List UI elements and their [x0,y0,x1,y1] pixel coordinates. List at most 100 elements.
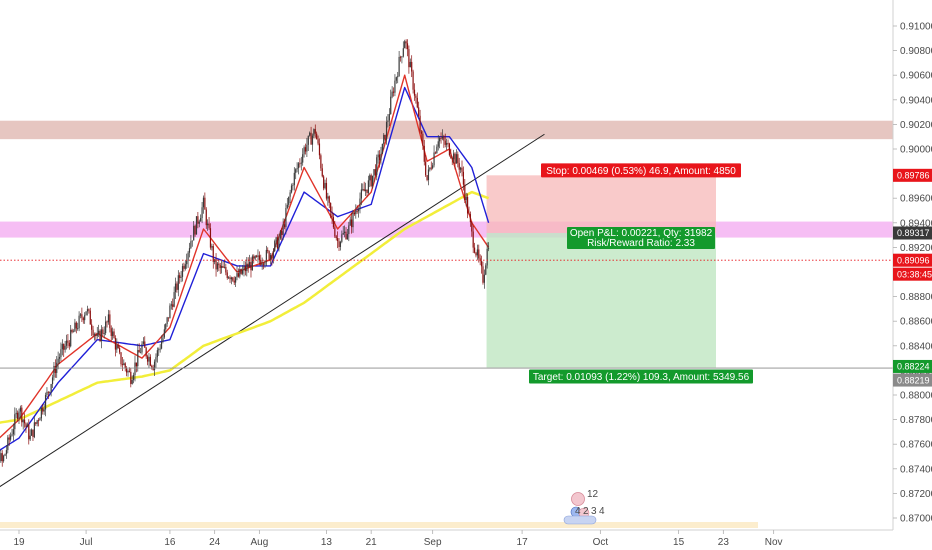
position-labels-layer: Stop: 0.00469 (0.53%) 46.9, Amount: 4850… [529,163,753,384]
candle-body [446,142,448,145]
candle-body [144,341,146,348]
candle-body [395,77,397,81]
moving-averages-layer [0,74,490,451]
candle-body [247,263,249,268]
event-number: 2 [583,506,589,517]
candle-body [172,304,174,307]
candle-body [106,321,108,323]
x-tick-label: Jul [80,537,93,548]
candle-body [402,48,404,57]
candle-body [260,260,262,265]
candle-body [339,241,342,247]
candle-body [0,453,2,462]
candle-body [313,129,315,136]
current-price-badge-bg [893,253,932,267]
candle-body [455,154,458,164]
x-tick-label: 15 [673,537,685,548]
candle-body [251,256,253,271]
candle-body [443,136,445,141]
candle-body [268,251,270,260]
x-tick-label: 13 [321,537,333,548]
candle-body [385,121,388,140]
candle-body [321,168,323,177]
candle-body [58,357,61,359]
candle-body [426,175,428,181]
candle-body [211,246,213,248]
stop-label: Stop: 0.00469 (0.53%) 46.9, Amount: 4850 [541,163,741,178]
candle-body [427,169,430,181]
candle-body [376,157,378,175]
candle-body [170,304,172,306]
candle-body [235,277,237,283]
candle-body [204,197,206,210]
candle-body [283,224,286,228]
candle-body [7,437,9,451]
candle-body [126,367,128,373]
candle-body [346,234,349,239]
candle-body [124,363,126,368]
candle-body [483,274,485,283]
candle-body [441,136,444,139]
candle-body [392,91,395,93]
candle-body [54,365,56,373]
candle-body [216,263,219,270]
candle-body [40,407,42,419]
candle-body [476,249,478,256]
candle-body [342,232,344,235]
x-tick-label: Sep [424,537,442,548]
candle-body [295,169,297,173]
candle-body [391,91,393,97]
candle-body [142,341,144,344]
entry-price-badge-bg [893,226,932,240]
candle-body [98,330,100,334]
candle-body [420,131,423,134]
candle-body [166,317,168,324]
candle-body [134,362,136,375]
event-markers-layer[interactable]: 124 2 3 4 [563,489,605,525]
candle-body [11,434,13,436]
event-marker-group[interactable]: 124 2 3 4 [563,489,605,525]
candle-body [286,204,288,208]
candle-body [353,212,355,215]
candle-body [366,189,368,193]
candle-body [200,218,202,222]
candle-body [86,309,89,312]
candle-body [53,365,55,378]
candle-body [334,227,336,237]
candle-body [222,266,224,268]
candle-body [341,234,343,242]
candle-body [36,420,38,424]
candle-body [418,107,420,116]
pnl-label-bg [567,227,715,250]
candle-body [373,169,375,176]
candle-body [162,337,164,342]
earnings-event-icon [571,492,585,506]
candle-body [344,231,346,233]
candle-body [281,231,283,235]
candle-body [288,196,290,205]
line-price-badge-bg [893,373,932,387]
candle-body [91,324,93,330]
position-layer[interactable] [486,175,716,368]
candle-body [12,429,15,435]
candle-body [207,223,209,226]
ema-blue-line [0,86,490,451]
candle-body [221,266,223,269]
trendline [0,133,545,488]
candle-body [197,216,199,224]
candle-body [328,196,330,203]
candle-body [383,134,385,144]
entry-price-badge-text: 0.89317 [897,228,930,238]
candle-body [149,356,151,366]
candle-body [223,266,226,268]
candle-body [163,329,165,338]
event-number: 4 [599,506,605,517]
candle-body [10,435,12,440]
candle-body [25,423,27,427]
candle-body [127,370,129,373]
candle-body [132,374,135,381]
candle-body [71,329,73,332]
candle-body [314,129,316,134]
